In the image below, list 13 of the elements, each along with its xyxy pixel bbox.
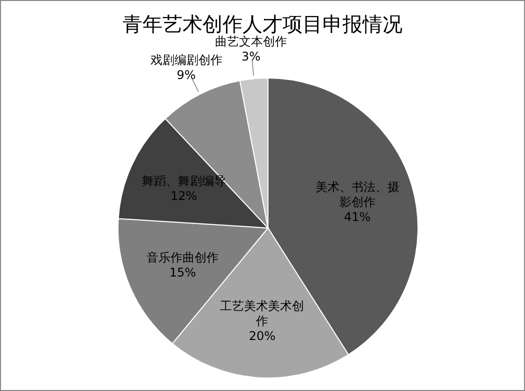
data-label: 9% <box>176 68 196 82</box>
slice-label: 美术、书法、摄影创作 <box>315 180 400 210</box>
slice-label: 舞蹈、舞剧编导 <box>142 174 226 188</box>
slice-label: 音乐作曲创作 <box>146 250 219 264</box>
slice-label: 戏剧编剧创作 <box>150 53 222 68</box>
slice-label: 工艺美术美术创作 <box>220 298 304 328</box>
data-label: 41% <box>344 210 371 224</box>
data-label: 20% <box>248 328 276 343</box>
slice-label: 曲艺文本创作 <box>215 34 288 48</box>
chart-title: 青年艺术创作人才项目申报情况 <box>122 11 404 36</box>
data-label: 15% <box>169 265 196 280</box>
data-label: 12% <box>170 188 198 203</box>
data-label: 3% <box>242 49 261 64</box>
